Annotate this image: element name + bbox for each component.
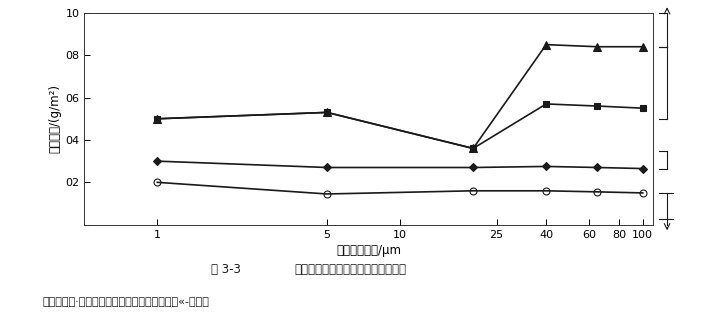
Text: 图 3-3: 图 3-3: [211, 263, 241, 276]
Y-axis label: 灰尘浓度/(g/m²): 灰尘浓度/(g/m²): [48, 84, 61, 153]
Text: 一旋风式；·一半湿式；。一干式（纤维式）！«-油浴式: 一旋风式；·一半湿式；。一干式（纤维式）！«-油浴式: [42, 297, 209, 307]
Text: 不同类型车用空气过滤器适用的环境: 不同类型车用空气过滤器适用的环境: [295, 263, 407, 276]
X-axis label: 灰尘平均粒径/μm: 灰尘平均粒径/μm: [336, 244, 401, 257]
